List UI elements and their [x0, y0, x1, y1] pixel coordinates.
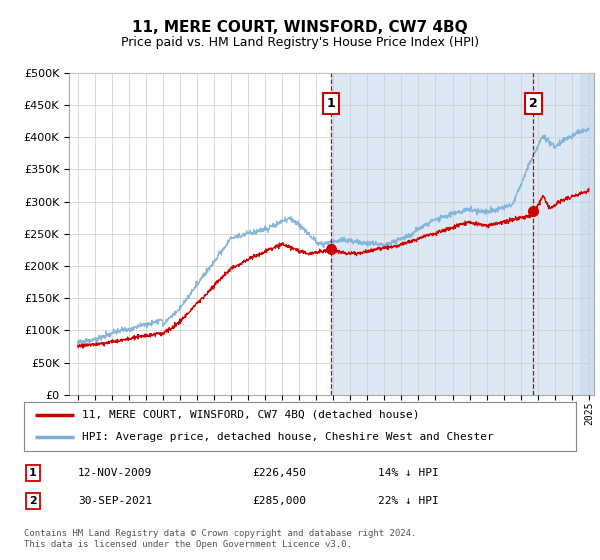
- Text: 11, MERE COURT, WINSFORD, CW7 4BQ: 11, MERE COURT, WINSFORD, CW7 4BQ: [132, 20, 468, 35]
- Text: 1: 1: [326, 97, 335, 110]
- Bar: [331, 73, 594, 395]
- Text: £226,450: £226,450: [252, 468, 306, 478]
- Text: 2: 2: [529, 97, 538, 110]
- Text: 14% ↓ HPI: 14% ↓ HPI: [378, 468, 439, 478]
- Bar: [580, 73, 594, 395]
- Text: Price paid vs. HM Land Registry's House Price Index (HPI): Price paid vs. HM Land Registry's House …: [121, 36, 479, 49]
- Text: 30-SEP-2021: 30-SEP-2021: [78, 496, 152, 506]
- Text: £285,000: £285,000: [252, 496, 306, 506]
- Text: Contains HM Land Registry data © Crown copyright and database right 2024.
This d: Contains HM Land Registry data © Crown c…: [24, 529, 416, 549]
- Text: 2: 2: [29, 496, 37, 506]
- Text: 1: 1: [29, 468, 37, 478]
- Text: 11, MERE COURT, WINSFORD, CW7 4BQ (detached house): 11, MERE COURT, WINSFORD, CW7 4BQ (detac…: [82, 410, 419, 420]
- Text: 22% ↓ HPI: 22% ↓ HPI: [378, 496, 439, 506]
- Text: HPI: Average price, detached house, Cheshire West and Chester: HPI: Average price, detached house, Ches…: [82, 432, 494, 442]
- Text: 12-NOV-2009: 12-NOV-2009: [78, 468, 152, 478]
